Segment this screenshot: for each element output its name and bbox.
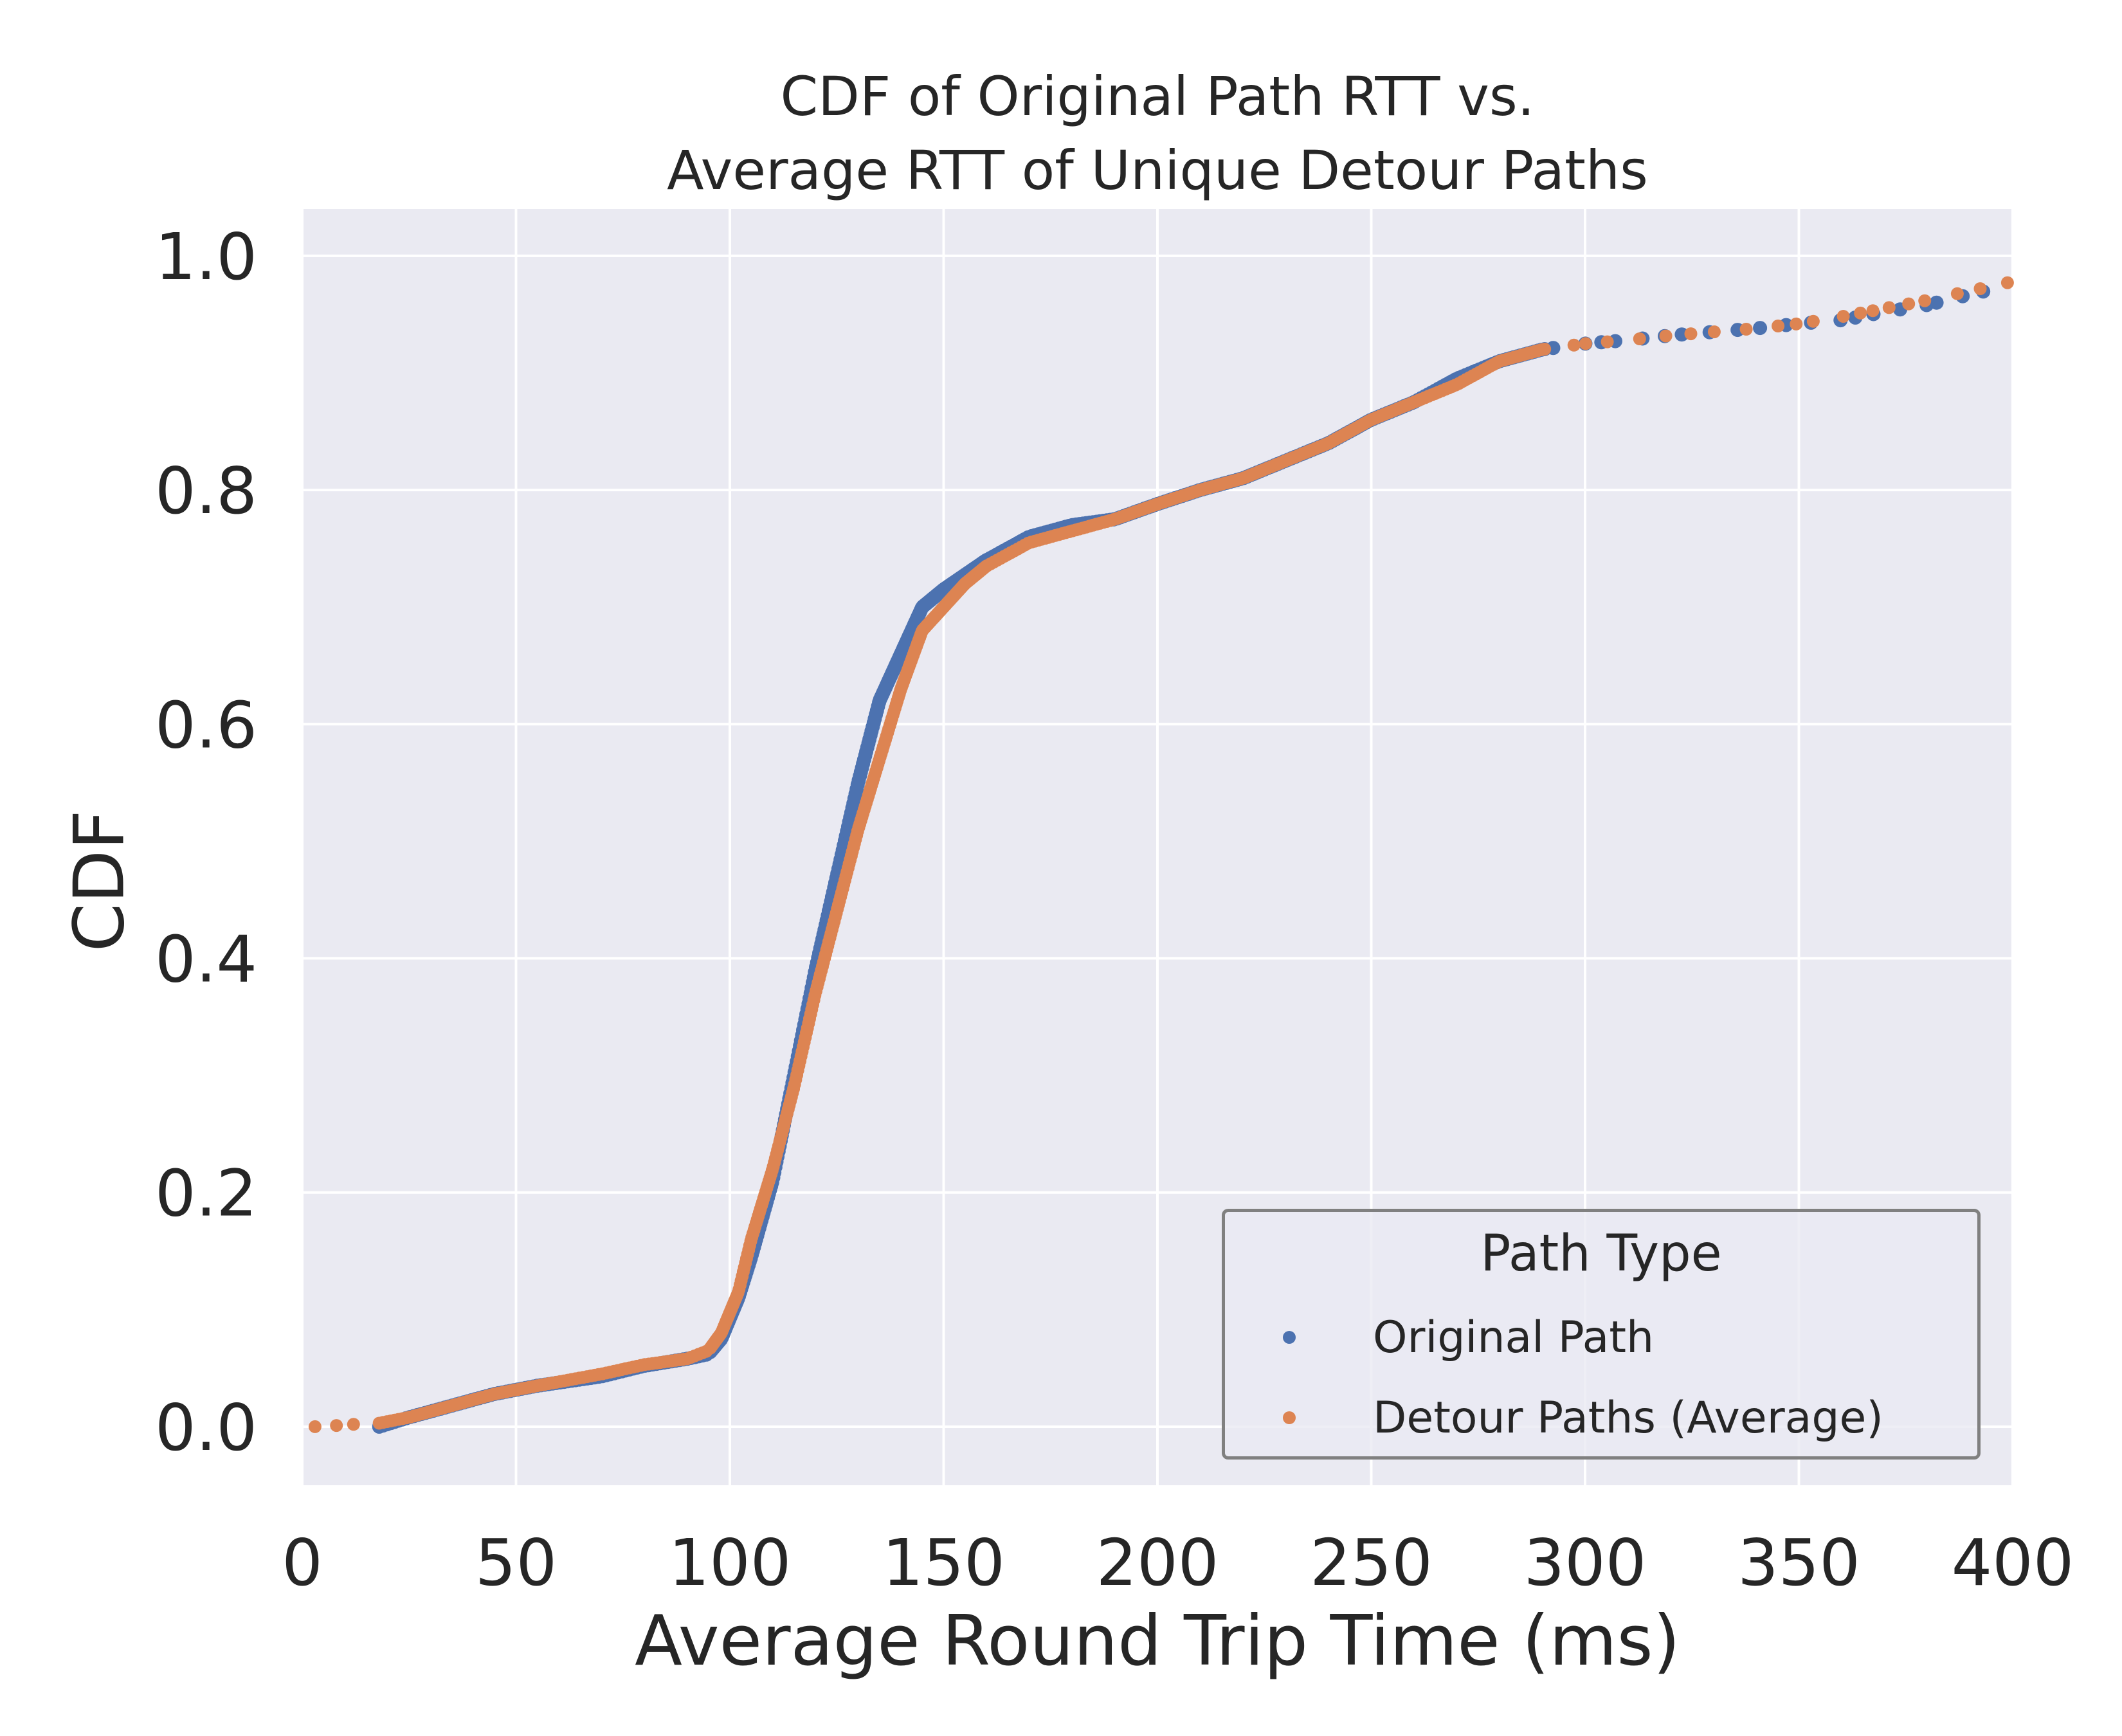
y-tick-label: 0.0	[155, 1390, 257, 1465]
x-tick-label: 100	[669, 1525, 792, 1600]
y-tick-label: 0.6	[155, 687, 257, 763]
x-tick-label: 400	[1952, 1525, 2074, 1600]
series-detour-paths	[308, 276, 2014, 1433]
tick-labels: 0 50 100 150 200 250 300 350 400 0.0 0.2 0.4 0.6 0.8 1…	[155, 219, 2074, 1600]
data-point	[308, 1420, 322, 1433]
x-tick-label: 0	[282, 1525, 323, 1600]
legend-marker-detour-paths	[1283, 1411, 1296, 1424]
legend-title: Path Type	[1480, 1225, 1722, 1283]
legend-label-original-path: Original Path	[1373, 1312, 1655, 1363]
data-point	[1739, 323, 1753, 336]
legend-label-detour-paths: Detour Paths (Average)	[1373, 1392, 1883, 1443]
x-axis-label: Average Round Trip Time (ms)	[635, 1601, 1680, 1681]
data-point	[2000, 276, 2014, 289]
data-point	[347, 1418, 360, 1431]
data-point	[1633, 332, 1646, 345]
data-point	[1659, 329, 1673, 343]
data-point	[1806, 314, 1820, 328]
data-point	[1866, 304, 1880, 318]
data-point	[1790, 317, 1803, 330]
x-tick-label: 250	[1310, 1525, 1433, 1600]
y-tick-label: 0.8	[155, 453, 257, 529]
data-point	[1918, 294, 1932, 307]
x-tick-label: 150	[882, 1525, 1005, 1600]
x-tick-label: 50	[475, 1525, 557, 1600]
data-point	[1929, 295, 1944, 310]
y-tick-label: 0.4	[155, 922, 257, 997]
data-point	[1882, 301, 1896, 314]
data-point	[1684, 327, 1698, 341]
legend: Path Type Original Path Detour Paths (Av…	[1222, 1209, 1981, 1460]
legend-marker-original-path	[1283, 1331, 1296, 1344]
data-point	[1579, 337, 1592, 350]
data-point	[1950, 287, 1964, 300]
data-point	[1538, 343, 1552, 356]
data-point	[1772, 320, 1785, 332]
x-tick-label: 200	[1096, 1525, 1219, 1600]
legend-item-detour-paths: Detour Paths (Average)	[1283, 1386, 1883, 1450]
data-point	[1973, 282, 1987, 295]
data-point	[1836, 310, 1850, 323]
data-series	[308, 276, 2014, 1434]
legend-item-original-path: Original Path	[1283, 1305, 1654, 1370]
data-point	[1707, 325, 1721, 339]
chart-title-line1: CDF of Original Path RTT vs.	[780, 65, 1535, 128]
data-point	[330, 1419, 343, 1433]
y-tick-label: 0.2	[155, 1156, 257, 1231]
data-point	[1902, 297, 1916, 311]
data-point	[1753, 321, 1768, 336]
y-tick-label: 1.0	[155, 219, 257, 294]
chart-title-line2: Average RTT of Unique Detour Paths	[667, 139, 1648, 202]
x-tick-label: 300	[1524, 1525, 1647, 1600]
data-point	[1601, 335, 1614, 348]
data-point	[1567, 338, 1581, 352]
y-axis-label: CDF	[59, 809, 140, 952]
data-point	[1854, 306, 1867, 320]
x-tick-label: 350	[1737, 1525, 1860, 1600]
